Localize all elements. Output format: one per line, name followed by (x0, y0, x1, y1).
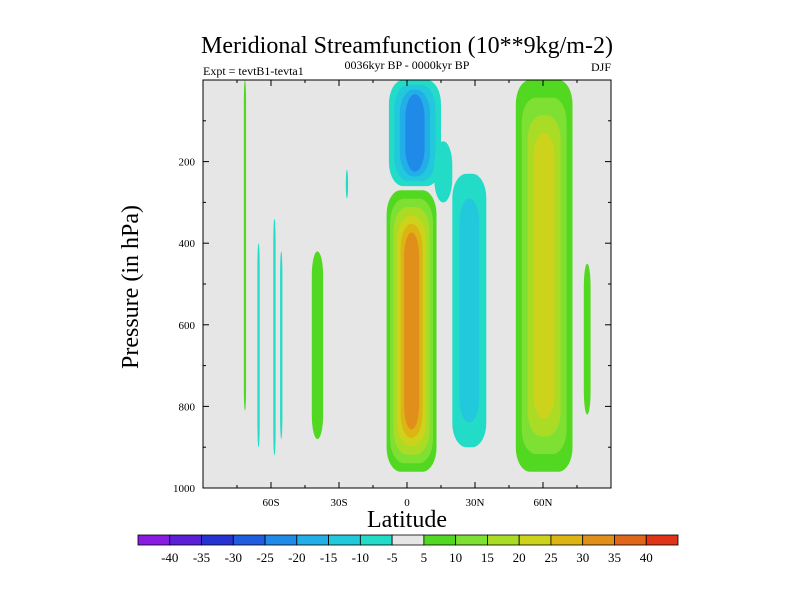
colorbar-swatch (614, 534, 647, 546)
y-axis: 200 400 600 800 1000 (173, 120, 611, 495)
field-cell-60n (515, 80, 573, 472)
colorbar-label: 25 (544, 550, 557, 565)
x-axis: 60S 30S 0 30N 60N (236, 80, 578, 509)
thin-band-58s-level-1 (273, 218, 276, 456)
field-band-80n (583, 263, 591, 415)
x-tick-label: 30N (466, 497, 485, 509)
left-label: Expt = tevtB1-tevta1 (203, 64, 304, 78)
colorbar-label: 40 (640, 550, 653, 565)
colorbar-label: 5 (421, 550, 428, 565)
y-tick-label: 800 (179, 401, 196, 413)
colorbar-label: -40 (161, 550, 178, 565)
colorbar-swatch (518, 534, 552, 546)
colorbar-label: -5 (387, 550, 398, 565)
colorbar-label: 15 (481, 550, 494, 565)
field-upper-cell-5n (388, 80, 441, 187)
x-tick-label: 30S (330, 497, 347, 509)
field-main-cell-equator (386, 190, 437, 472)
colorbar-swatch (423, 534, 457, 546)
colorbar-swatch (169, 534, 202, 546)
field-thin-band-58s (273, 218, 276, 456)
colorbar-swatch (232, 534, 266, 546)
x-tick-label: 60N (534, 497, 553, 509)
colorbar-swatch (137, 534, 171, 546)
field-thin-band-66s (257, 243, 260, 448)
band-80n-level-1 (583, 263, 591, 415)
colorbar-label: -30 (225, 550, 242, 565)
band-15n-level-1 (434, 141, 453, 203)
colorbar-swatch (455, 534, 488, 546)
main-cell-equator-level-6 (404, 232, 420, 430)
field-thin-band-70s (243, 80, 247, 411)
y-tick-label: 1000 (173, 483, 196, 495)
chart-subtitle: 0036kyr BP - 0000kyr BP (345, 58, 470, 72)
colorbar-swatch (645, 534, 679, 546)
colorbar-label: -20 (288, 550, 305, 565)
y-axis-label: Pressure (in hPa) (118, 205, 144, 369)
x-axis-label: Latitude (367, 507, 447, 533)
spot-25s-level-1 (345, 169, 349, 199)
field-spot-25s (345, 169, 349, 199)
colorbar-swatch (391, 534, 425, 546)
colorbar-swatch (359, 534, 393, 546)
colorbar-swatch (264, 534, 298, 546)
right-label: DJF (591, 60, 611, 74)
y-tick-label: 400 (179, 238, 196, 250)
colorbar-swatch (550, 534, 584, 546)
field-cell-25n (452, 173, 487, 448)
colorbar-label: -10 (352, 550, 369, 565)
colorbar-label: -35 (193, 550, 210, 565)
chart-title: Meridional Streamfunction (10**9kg/m-2) (201, 33, 613, 59)
upper-cell-5n-level-4 (405, 94, 425, 172)
field-band-40s (311, 251, 324, 440)
cell-25n-level-2 (459, 198, 480, 423)
colorbar-label: 30 (576, 550, 589, 565)
colorbar-swatch (582, 534, 615, 546)
field-band-15n (434, 141, 453, 203)
x-tick-label: 60S (262, 497, 279, 509)
colorbar-label: -25 (256, 550, 273, 565)
colorbar-swatch (201, 534, 234, 546)
colorbar-swatch (487, 534, 520, 546)
colorbar-label: 35 (608, 550, 621, 565)
band-40s-level-1 (311, 251, 324, 440)
colorbar-label: -15 (320, 550, 337, 565)
colorbar-label: 20 (513, 550, 526, 565)
field-thin-band-55s (280, 251, 283, 440)
colorbar-swatch (328, 534, 361, 546)
cell-60n-level-4 (533, 132, 555, 419)
x-tick-label: 0 (404, 497, 410, 509)
y-tick-label: 600 (179, 320, 196, 332)
colorbar-label: 10 (449, 550, 462, 565)
colorbar: -40 -35 -30 -25 -20 -15 -10 -5 5 10 15 20 25 30 35 40 (137, 534, 679, 565)
colorbar-swatch (296, 534, 329, 546)
thin-band-66s-level-1 (257, 243, 260, 448)
y-tick-label: 200 (179, 157, 196, 169)
field-layers (243, 80, 591, 472)
thin-band-55s-level-1 (280, 251, 283, 440)
thin-band-70s-level-1 (243, 80, 247, 411)
